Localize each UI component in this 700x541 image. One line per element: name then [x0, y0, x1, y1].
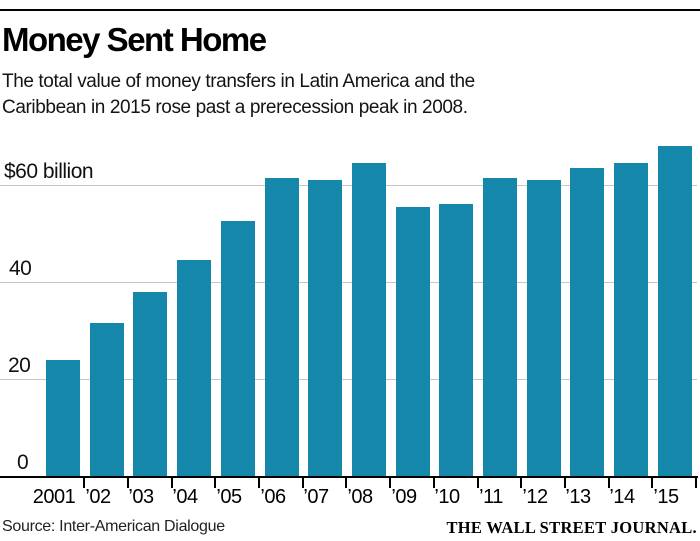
wsj-attribution: THE WALL STREET JOURNAL. [446, 518, 697, 537]
bar-2005 [221, 221, 255, 476]
x-axis-line [0, 476, 698, 478]
x-axis-label-2014: ’14 [609, 486, 635, 508]
bar-2004 [177, 260, 211, 476]
x-axis-tick [258, 478, 260, 488]
x-axis-tick [389, 478, 391, 488]
bar-2011 [483, 178, 517, 476]
bar-2008 [352, 163, 386, 476]
bar-2012 [527, 180, 561, 476]
bar-2002 [90, 323, 124, 476]
ytick-label-0: 0 [17, 451, 29, 474]
x-axis-label-2001: 2001 [32, 486, 76, 508]
ytick-label-20: 20 [8, 354, 31, 377]
bar-2015 [658, 146, 692, 476]
bar-2013 [570, 168, 604, 476]
bar-2009 [396, 207, 430, 476]
x-axis-label-2005: ’05 [216, 486, 242, 508]
source-note: Source: Inter-American Dialogue [2, 518, 225, 535]
ytick-label-60: $60 billion [4, 160, 94, 183]
x-axis-label-2003: ’03 [128, 486, 154, 508]
bar-2006 [265, 178, 299, 476]
chart-subtitle-line1: The total value of money transfers in La… [2, 71, 475, 92]
x-axis-tick [695, 478, 697, 488]
x-axis-label-2012: ’12 [522, 486, 548, 508]
x-axis-label-2011: ’11 [479, 486, 503, 508]
x-axis-tick [520, 478, 522, 488]
bar-2001 [46, 360, 80, 476]
bar-2014 [614, 163, 648, 476]
chart-title: Money Sent Home [2, 21, 267, 58]
top-rule [0, 9, 700, 11]
x-axis-tick [127, 478, 129, 488]
chart-subtitle: The total value of money transfers in La… [2, 69, 475, 121]
gridline-60 [0, 185, 697, 186]
bar-2010 [439, 204, 473, 476]
x-axis-tick [345, 478, 347, 488]
ytick-label-40: 40 [9, 257, 32, 280]
x-axis-label-2009: ’09 [391, 486, 417, 508]
x-axis-tick [302, 478, 304, 488]
x-axis-label-2013: ’13 [565, 486, 591, 508]
x-axis-label-2002: ’02 [85, 486, 111, 508]
chart-subtitle-line2: Caribbean in 2015 rose past a prerecessi… [2, 97, 468, 118]
x-axis-label-2010: ’10 [434, 486, 460, 508]
x-axis-tick [214, 478, 216, 488]
x-axis-tick [83, 478, 85, 488]
x-axis-label-2004: ’04 [172, 486, 198, 508]
x-axis-label-2007: ’07 [303, 486, 329, 508]
x-axis-tick [171, 478, 173, 488]
bar-2007 [308, 180, 342, 476]
x-axis-label-2015: ’15 [653, 486, 679, 508]
x-axis-tick [651, 478, 653, 488]
x-axis-tick [564, 478, 566, 488]
x-axis-tick [477, 478, 479, 488]
bar-2003 [133, 292, 167, 476]
x-axis-label-2006: ’06 [260, 486, 286, 508]
x-axis-label-2008: ’08 [347, 486, 373, 508]
x-axis-tick [433, 478, 435, 488]
gridline-40 [0, 282, 697, 283]
gridline-20 [0, 379, 697, 380]
x-axis-tick [608, 478, 610, 488]
